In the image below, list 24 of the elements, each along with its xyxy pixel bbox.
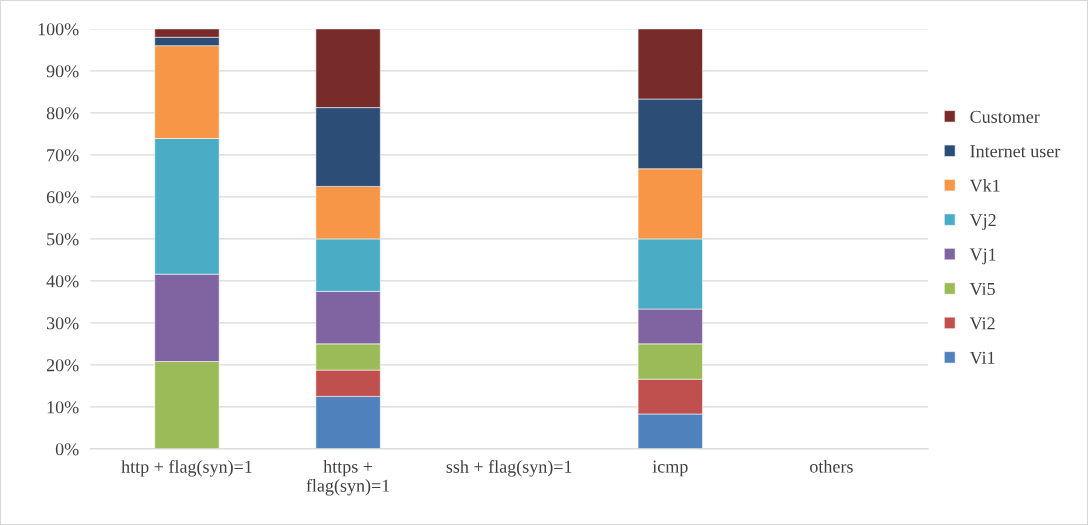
legend-label: Vk1	[969, 179, 1000, 192]
y-tick-label: 30%	[46, 317, 79, 330]
y-tick-label: 40%	[46, 275, 79, 288]
legend-label: Internet user	[970, 145, 1061, 158]
y-tick-label: 10%	[47, 401, 79, 414]
x-tick-label: http + flag(syn)=1	[121, 459, 252, 477]
legend-label: Customer	[970, 110, 1040, 123]
y-tick-label: 60%	[46, 191, 79, 204]
y-tick-label: 50%	[47, 233, 79, 246]
legend-label: Vi5	[969, 282, 995, 296]
y-tick-label: 80%	[46, 107, 79, 120]
x-tick-label: https + flag(syn)=1	[306, 459, 390, 496]
y-tick-label: 100%	[38, 23, 79, 36]
legend-label: Vj2	[969, 214, 996, 230]
y-tick-label: 20%	[46, 359, 79, 372]
legend-label: Vi1	[969, 351, 995, 364]
x-tick-label: icmp	[652, 460, 688, 477]
legend-label: Vi2	[969, 317, 995, 330]
x-tick-label: ssh + flag(syn)=1	[446, 459, 572, 477]
y-tick-label: 90%	[46, 65, 79, 78]
y-tick-label: 0%	[55, 443, 79, 456]
legend-label: Vj1	[969, 248, 996, 265]
y-tick-label: 70%	[47, 149, 79, 162]
x-tick-label: others	[810, 459, 853, 473]
